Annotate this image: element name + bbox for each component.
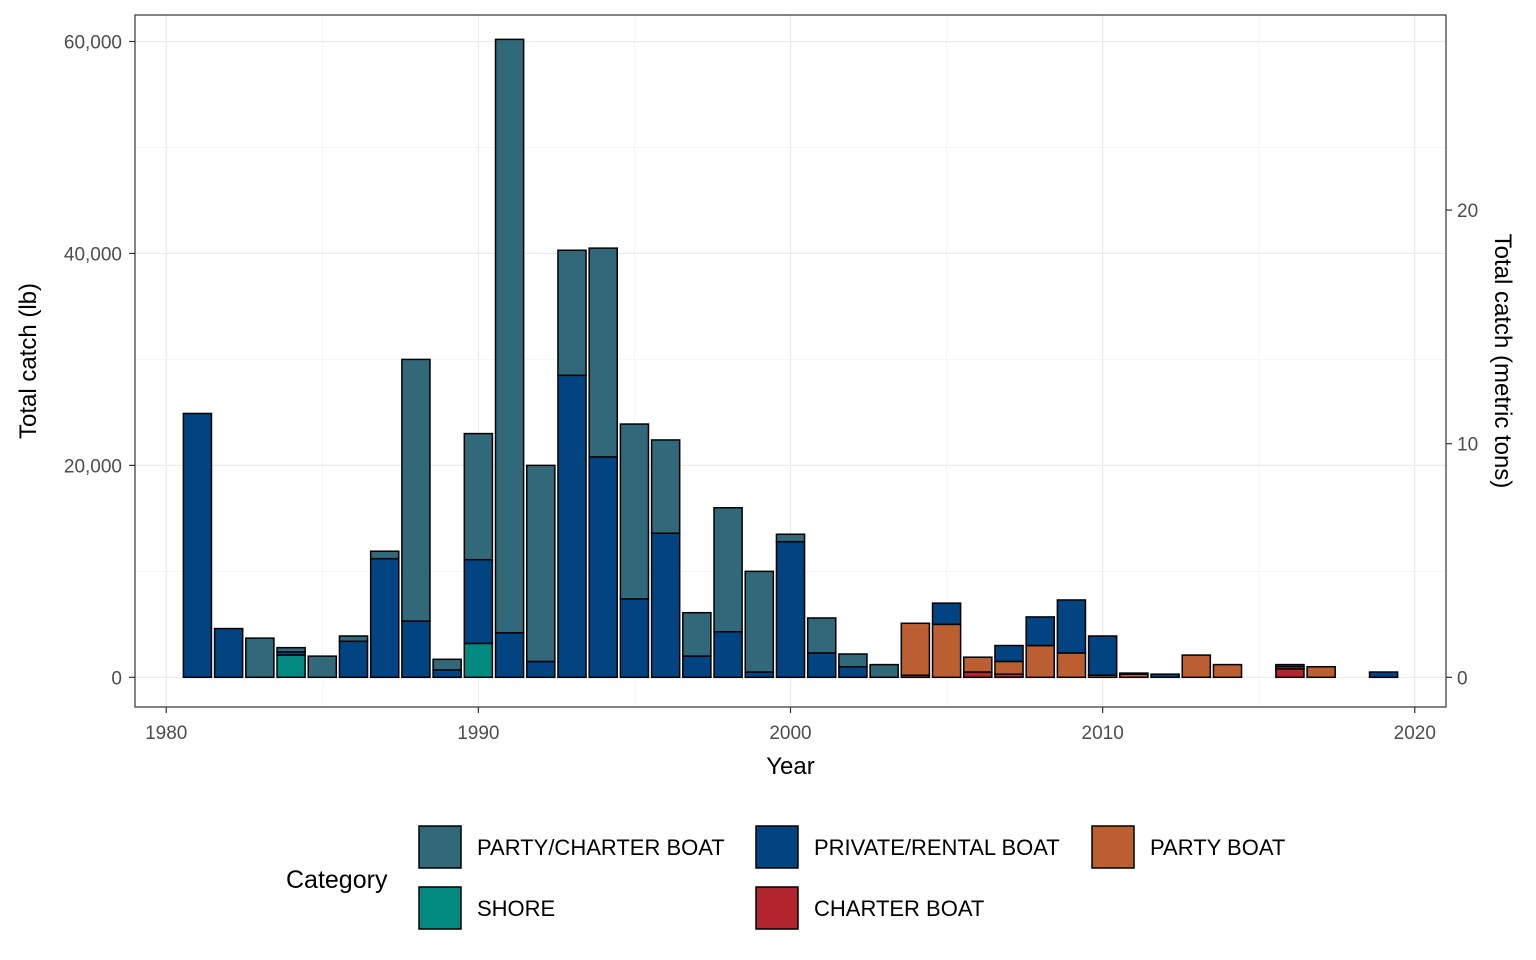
bar-party_charter-1988 bbox=[401, 358, 431, 622]
bar-private_rental-1981 bbox=[182, 412, 213, 679]
bar-party_charter-2003 bbox=[869, 663, 899, 679]
bar-private_rental-2005 bbox=[931, 602, 962, 626]
bar-party_charter-1999 bbox=[744, 570, 775, 673]
bar-party_charter-1993 bbox=[557, 249, 587, 377]
bar-party-2006 bbox=[962, 656, 993, 673]
bar-party-2009 bbox=[1056, 652, 1087, 679]
bar-party_charter-1986 bbox=[338, 635, 369, 643]
bar-private_rental-2011 bbox=[1119, 672, 1149, 675]
bar-party-2013 bbox=[1181, 654, 1212, 679]
legend: Category PARTY/CHARTER BOAT PRIVATE/RENTA… bbox=[286, 825, 1285, 930]
bars bbox=[182, 38, 1399, 679]
legend-label-party_charter: PARTY/CHARTER BOAT bbox=[477, 835, 725, 860]
bar-private_rental-1988 bbox=[401, 620, 431, 679]
bar-party_charter-1992 bbox=[525, 464, 556, 663]
x-tick-label: 1990 bbox=[457, 723, 499, 744]
y2-tick-label: 20 bbox=[1457, 201, 1478, 222]
bar-party-2008 bbox=[1025, 644, 1056, 679]
bar-private_rental-1990 bbox=[463, 558, 494, 645]
bar-private_rental-1987 bbox=[369, 557, 400, 679]
bar-private_rental-1982 bbox=[213, 627, 244, 679]
bar-party_charter-1987 bbox=[369, 550, 400, 560]
x-tick-label: 1980 bbox=[145, 723, 187, 744]
y2-axis-title: Total catch (metric tons) bbox=[1489, 234, 1516, 489]
bar-party_charter-1985 bbox=[307, 655, 338, 679]
bar-private_rental-1998 bbox=[713, 631, 743, 679]
bar-private_rental-2012 bbox=[1150, 673, 1180, 679]
y-axis-title: Total catch (lb) bbox=[15, 283, 42, 439]
y-tick-label: 40,000 bbox=[64, 244, 122, 265]
bar-party_charter-1994 bbox=[588, 247, 619, 458]
bar-private_rental-1991 bbox=[494, 632, 525, 679]
legend-label-party: PARTY BOAT bbox=[1150, 835, 1285, 860]
legend-key-private_rental bbox=[755, 825, 799, 869]
bar-party_charter-1991 bbox=[494, 38, 525, 634]
bar-party-2005 bbox=[931, 623, 962, 679]
bar-private_rental-2009 bbox=[1056, 599, 1087, 654]
bar-private_rental-2008 bbox=[1025, 616, 1056, 647]
bar-party_charter-1983 bbox=[245, 637, 275, 679]
bar-party_charter-2001 bbox=[806, 617, 837, 654]
bar-private_rental-1993 bbox=[557, 374, 587, 679]
bar-party_charter-1997 bbox=[682, 611, 712, 657]
bar-private_rental-2007 bbox=[994, 644, 1024, 663]
bar-party_charter-1996 bbox=[650, 439, 681, 534]
legend-key-shore bbox=[418, 886, 462, 930]
bar-party_charter-1984 bbox=[276, 646, 306, 653]
bar-party-2007 bbox=[994, 660, 1024, 675]
bar-private_rental-1995 bbox=[619, 598, 650, 679]
x-axis-title: Year bbox=[766, 753, 815, 780]
bar-party-2017 bbox=[1306, 665, 1336, 679]
axes: 1980 1990 2000 2010 2020020,00040,00060,0000… bbox=[64, 32, 1478, 744]
y-tick-label: 60,000 bbox=[64, 32, 122, 53]
y-tick-label: 0 bbox=[111, 668, 122, 689]
bar-party_charter-1995 bbox=[619, 423, 650, 600]
bar-private_rental-1986 bbox=[338, 640, 369, 679]
y2-tick-label: 0 bbox=[1457, 668, 1468, 689]
bar-party_charter-2000 bbox=[775, 533, 806, 543]
bar-private_rental-2001 bbox=[806, 652, 837, 679]
y-tick-label: 20,000 bbox=[64, 456, 122, 477]
x-tick-label: 2010 bbox=[1082, 723, 1124, 744]
bar-party_charter-1989 bbox=[432, 658, 462, 671]
legend-label-private_rental: PRIVATE/RENTAL BOAT bbox=[814, 835, 1060, 860]
bar-charter-2016 bbox=[1275, 668, 1305, 679]
bar-private_rental-1989 bbox=[432, 669, 462, 679]
bar-private_rental-1997 bbox=[682, 655, 712, 679]
x-tick-label: 2000 bbox=[769, 723, 811, 744]
bar-private_rental-1992 bbox=[525, 660, 556, 679]
legend-key-party_charter bbox=[418, 825, 462, 869]
bar-private_rental-2016 bbox=[1275, 663, 1305, 668]
bar-private_rental-2010 bbox=[1087, 635, 1118, 676]
bar-party_charter-1998 bbox=[713, 507, 743, 633]
bar-party_charter-1990 bbox=[463, 432, 494, 561]
bar-charter-2006 bbox=[962, 671, 993, 679]
bar-private_rental-2002 bbox=[838, 665, 868, 679]
y2-tick-label: 10 bbox=[1457, 435, 1478, 456]
bar-private_rental-1999 bbox=[744, 671, 775, 679]
legend-key-charter bbox=[755, 886, 799, 930]
legend-label-charter: CHARTER BOAT bbox=[814, 896, 984, 921]
legend-key-party bbox=[1091, 825, 1135, 869]
bar-shore-1990 bbox=[463, 642, 494, 679]
bar-party_charter-2002 bbox=[838, 653, 868, 668]
bar-private_rental-1996 bbox=[650, 532, 681, 679]
bar-private_rental-2000 bbox=[775, 540, 806, 679]
legend-label-shore: SHORE bbox=[477, 896, 555, 921]
bar-private_rental-1994 bbox=[588, 456, 619, 679]
bar-party-2014 bbox=[1212, 663, 1243, 679]
legend-title: Category bbox=[286, 866, 388, 894]
bar-shore-1984 bbox=[276, 654, 306, 679]
bar-party-2004 bbox=[900, 622, 931, 676]
x-tick-label: 2020 bbox=[1394, 723, 1436, 744]
bar-private_rental-2019 bbox=[1368, 671, 1399, 679]
